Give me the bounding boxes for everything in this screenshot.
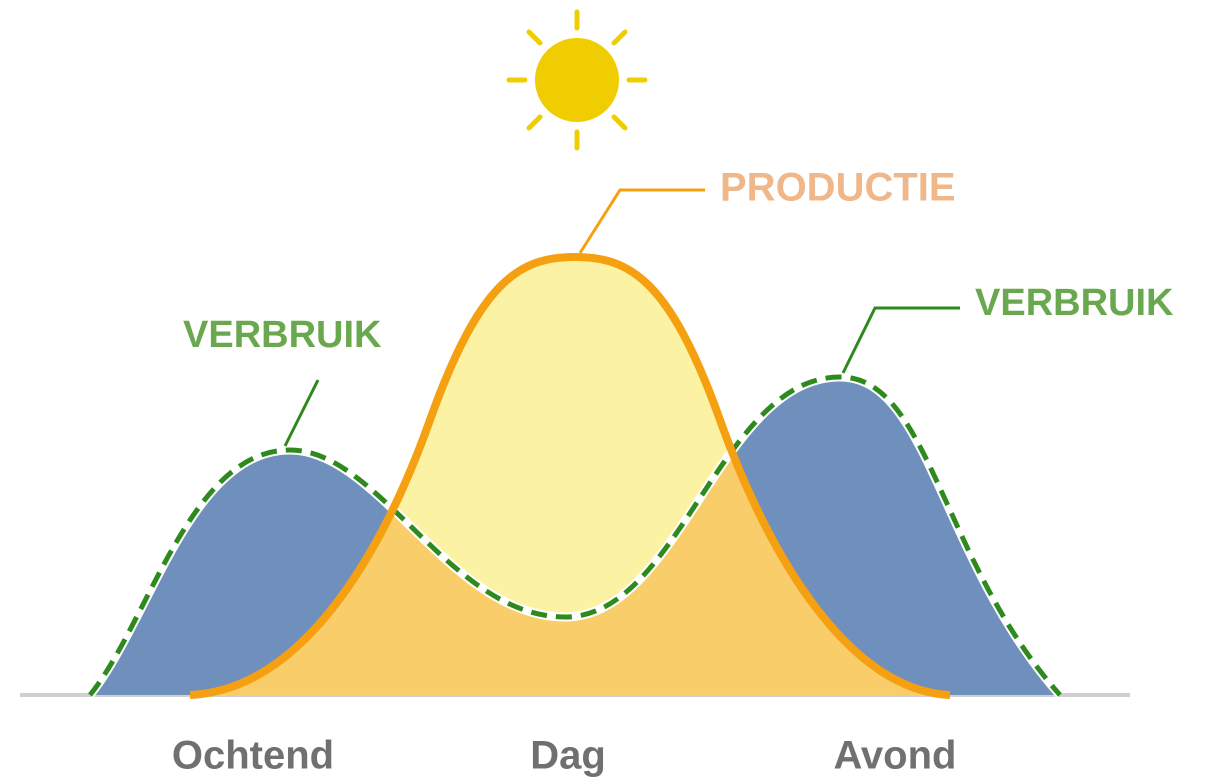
production-leader [578, 188, 705, 254]
consumption-label: VERBRUIK [183, 314, 382, 356]
production-label: PRODUCTIE [720, 166, 956, 210]
consumption-leader [841, 306, 960, 374]
production-curve [189, 252, 951, 699]
consumption-label: VERBRUIK [975, 282, 1174, 324]
consumption-leader [283, 379, 320, 447]
consumption-curve [88, 374, 1062, 697]
sun [506, 9, 648, 151]
x-label: Avond [834, 734, 957, 778]
x-label: Dag [530, 734, 606, 778]
x-label: Ochtend [172, 734, 334, 778]
